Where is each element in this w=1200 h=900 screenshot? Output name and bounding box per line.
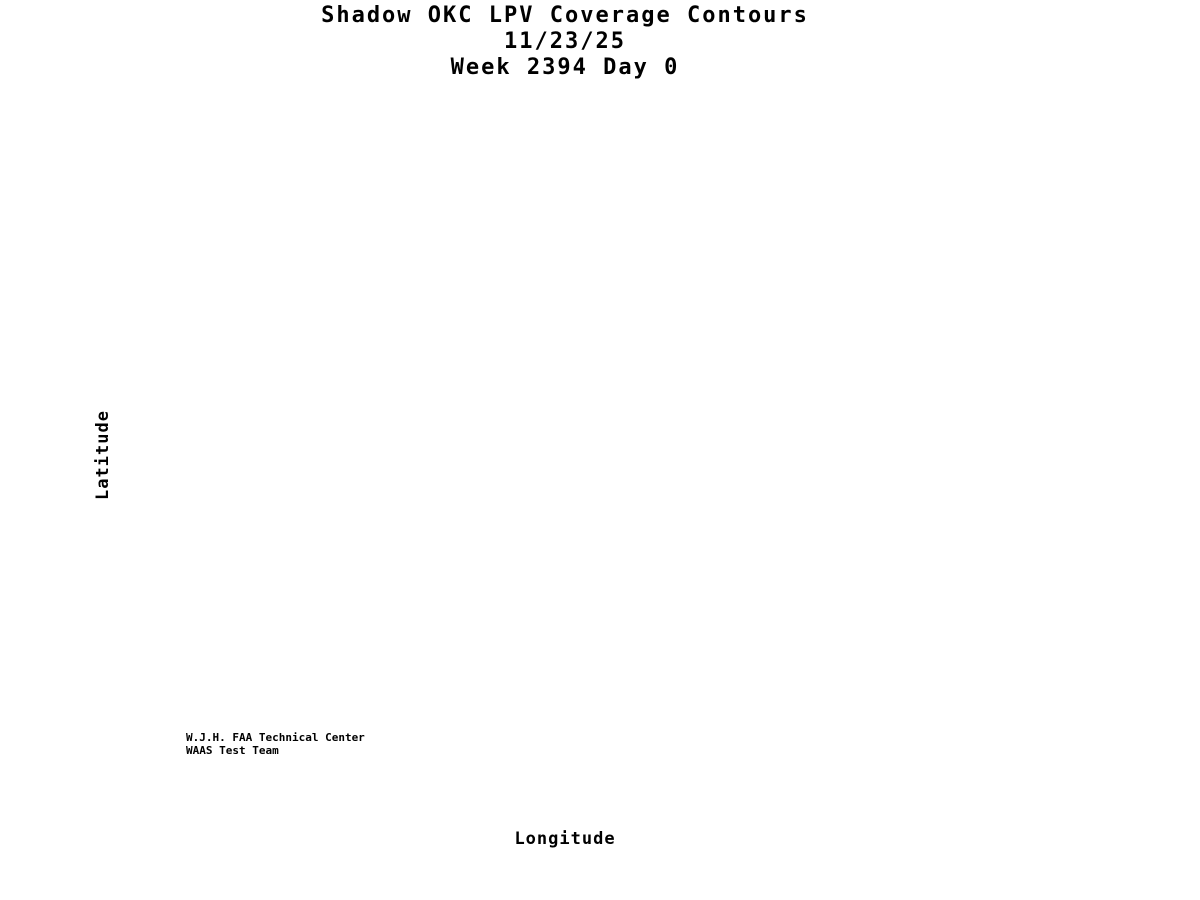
y-axis-label: Latitude <box>93 410 113 500</box>
chart-week-day: Week 2394 Day 0 <box>450 55 680 80</box>
chart-title-block: Shadow OKC LPV Coverage Contours 11/23/2… <box>155 3 975 81</box>
credit-line-2: WAAS Test Team <box>186 743 279 757</box>
chart-date: 11/23/25 <box>504 29 626 54</box>
credit-line-1: W.J.H. FAA Technical Center <box>186 731 365 744</box>
chart-title: Shadow OKC LPV Coverage Contours <box>321 3 809 28</box>
credit-text: W.J.H. FAA Technical Center WAAS Test Te… <box>186 731 365 757</box>
x-axis-label: Longitude <box>514 829 616 849</box>
